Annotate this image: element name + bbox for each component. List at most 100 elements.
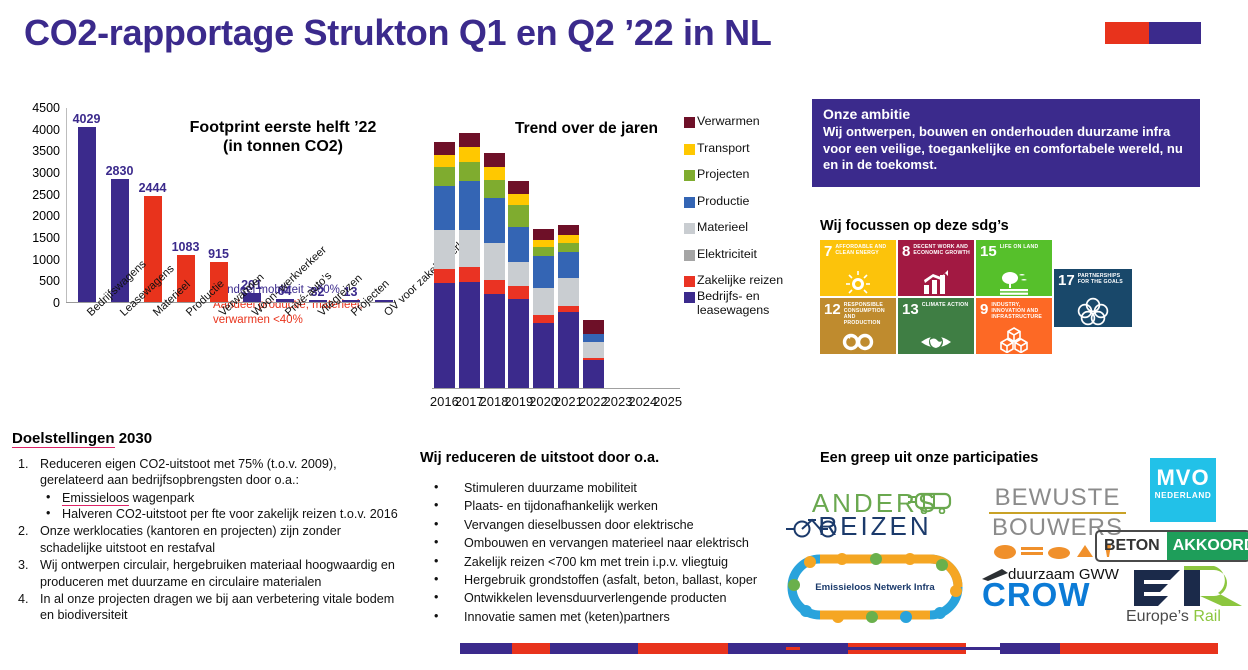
trend-x-tick-label: 2024 [628,394,658,409]
footprint-bar-value: 2444 [138,181,167,196]
footprint-bar-value: 13 [343,285,358,299]
stripe-segment [1000,643,1060,654]
footprint-bar [341,300,360,302]
trend-bar-segment [508,181,530,195]
trend-bar-segment [557,224,579,236]
sdg-tile-8: 8 DECENT WORK AND ECONOMIC GROWTH [898,240,974,296]
trend-stacked-bar [458,133,480,388]
trend-stacked-bar [508,181,530,388]
trend-bar-segment [533,239,555,248]
reduceren-section: Wij reduceren de uitstoot door o.a. • Sti… [420,450,795,626]
footprint-bar-value: 4029 [72,112,101,127]
sdg-tile-header: 7 AFFORDABLE AND CLEAN ENERGY [820,240,896,259]
trend-bar-segment [458,267,480,283]
sdg-heading: Wij focussen op deze sdg’s [820,218,1009,234]
bullet-icon: • [46,489,51,504]
bullet-icon: • [434,480,439,494]
trend-bar-segment [582,359,604,388]
beton-part1: BETON [1104,537,1160,554]
annotation-mobiliteit: Aandeel mobiliteit > 60% [213,284,340,296]
footprint-title-line1: Footprint eerste helft ’22 [189,119,377,136]
bullet-icon: • [434,535,439,550]
trend-x-tick-label: 2016 [429,394,459,409]
trend-bar-segment [483,179,505,199]
footprint-chart-title: Footprint eerste helft ’22 (in tonnen CO… [158,119,408,157]
footprint-y-tick: 2000 [32,209,60,224]
doelstelling-number: 4. [18,591,29,606]
sdg-tile-header: 17 PARTNERSHIPS FOR THE GOALS [1054,269,1132,288]
logo-red-block [1105,22,1149,44]
europes-rail-wordmark: Europe’s Rail [1126,608,1221,626]
anders-reizen-line2: REIZEN [818,511,932,541]
eurail-word1: Europe’s [1126,608,1194,625]
trend-bar-segment [458,180,480,230]
sdg-title-text: CLIMATE ACTION [921,302,969,308]
trend-legend-item: Zakelijke reizen [684,273,796,288]
sdg-tile-12: 12 RESPONSIBLE CONSUMPTION AND PRODUCTION [820,298,896,354]
trend-legend-item: Elektriciteit [684,247,796,262]
footprint-y-tick: 1500 [32,231,60,245]
trend-stacked-bar [557,224,579,388]
trend-bar-segment [557,277,579,307]
trend-bar-segment [533,228,555,240]
trend-legend-label: Projecten [697,167,750,181]
trend-bar-segment [458,147,480,163]
footprint-y-tick: 3000 [32,166,60,180]
mvo-line2: NEDERLAND [1154,491,1212,500]
mvo-line1: MVO [1156,465,1210,490]
reduceren-item: • Ontwikkelen levensduurverlengende produ… [420,589,795,607]
trend-bar-segment [483,152,505,167]
trend-bar-segment [508,194,530,205]
trend-legend-item: Verwarmen [684,114,796,129]
trend-bar-segment [433,141,455,155]
trend-bar-segment [533,287,555,315]
trend-bar-segment [508,226,530,262]
footprint-bar-value: 1083 [171,240,200,255]
logo-mvo-nederland: MVO NEDERLAND [1150,458,1216,522]
sun-icon [820,269,896,295]
ambitie-body: Wij ontwerpen, bouwen en onderhouden duu… [823,124,1183,173]
footprint-plot-area: 4029 2830 2444 1083 915 201 64 32 13 [66,108,396,303]
trend-legend-swatch [684,249,695,261]
sdg-title-text: INDUSTRY, INNOVATION AND INFRASTRUCTURE [991,302,1042,321]
trend-bar-segment [533,315,555,323]
trend-chart-title: Trend over de jaren [515,120,658,137]
reduceren-item-text: Stimuleren duurzame mobiliteit [464,481,637,495]
footprint-bar [176,255,195,302]
sdg-tile-header: 12 RESPONSIBLE CONSUMPTION AND PRODUCTION [820,298,896,327]
bullet-icon: • [46,506,51,521]
doelstelling-text: In al onze projecten dragen we bij aan v… [40,591,395,623]
trend-bar-segment [433,186,455,231]
reduceren-item-text: Zakelijk reizen <700 km met trein i.p.v.… [464,554,728,569]
footprint-bar [209,262,228,302]
emissieloos-label: Emissieloos Netwerk Infra [815,582,935,593]
bullet-icon: • [434,498,439,513]
emissieloos-word: Emissieloos [62,490,130,506]
bullet-icon: • [434,553,439,568]
sdg-tile-7: 7 AFFORDABLE AND CLEAN ENERGY [820,240,896,296]
trend-bar-segment [483,166,505,180]
reduceren-item: • Zakelijk reizen <700 km met trein i.p.v… [420,553,795,571]
sdg-title-text: LIFE ON LAND [999,244,1039,250]
infinity-icon [820,331,896,353]
footprint-bar-value: 64 [277,284,292,299]
stripe-segment [512,643,550,654]
reduceren-list: • Stimuleren duurzame mobiliteit • Plaats- … [420,479,795,626]
ambitie-title: Onze ambitie [823,106,911,122]
trend-bar-segment [458,230,480,268]
doelstelling-sublist: • Emissieloos wagenpark • Halveren CO2-uits… [40,490,402,523]
trend-legend-label: Verwarmen [697,114,760,128]
growth-chart-icon [898,269,974,295]
stripe-segment [638,643,728,654]
sdg-section: Wij focussen op deze sdg’s 7 AFFORDABLE A… [820,218,1160,354]
trend-bar-segment [582,357,604,360]
trend-legend-swatch [684,196,695,208]
footprint-y-axis: 4500 4000 3500 3000 2500 2000 1500 1000 500 0 [8,101,60,310]
reduceren-item-text: Ontwikkelen levensduurverlengende produc… [464,591,727,606]
trend-bar-segment [483,198,505,244]
footprint-bar [242,293,261,302]
sdg-number: 13 [902,301,919,318]
tram-icon [908,492,952,514]
logo-bewuste-bouwers: BEWUSTE BOUWERS [985,485,1130,566]
